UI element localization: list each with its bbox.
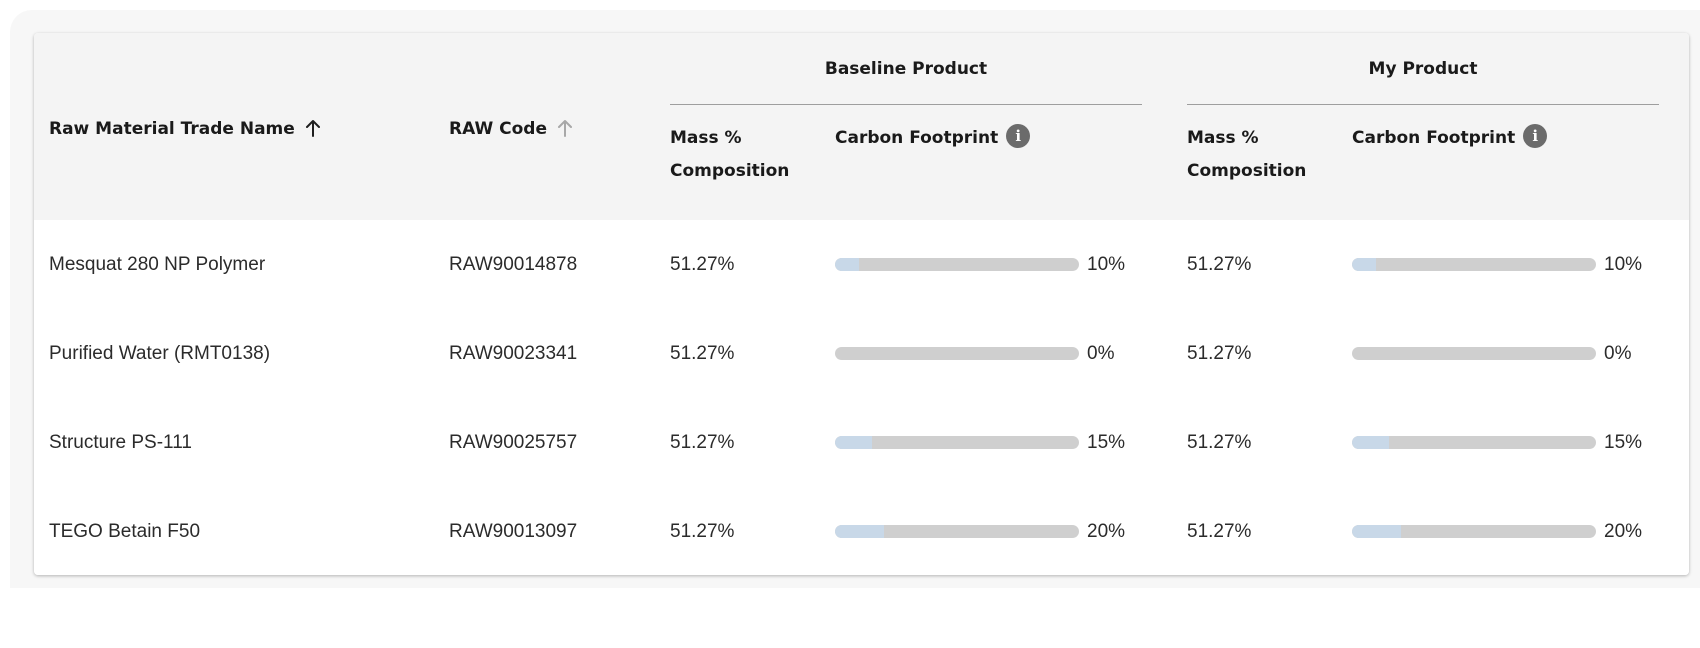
- cell-trade-name: TEGO Betain F50: [49, 521, 201, 542]
- cell-baseline-mass: 51.27%: [670, 432, 735, 453]
- column-header-trade-name-label: Raw Material Trade Name: [49, 119, 295, 139]
- table-row: TEGO Betain F50 RAW90013097 51.27% 20% 5…: [34, 487, 1689, 575]
- cell-baseline-carbon-pct: 10%: [1087, 254, 1126, 275]
- cell-my-mass: 51.27%: [1187, 521, 1252, 542]
- arrow-up-icon[interactable]: [303, 117, 323, 137]
- baseline-carbon-bar-fill: [835, 258, 860, 271]
- cell-trade-name: Purified Water (RMT0138): [49, 343, 271, 364]
- cell-my-carbon-pct: 15%: [1604, 432, 1643, 453]
- cell-my-carbon-pct: 10%: [1604, 254, 1643, 275]
- table-header: Raw Material Trade Name RAW Code Baselin…: [34, 33, 1689, 220]
- table-row: Purified Water (RMT0138) RAW90023341 51.…: [34, 309, 1689, 399]
- info-icon[interactable]: i: [1523, 124, 1548, 148]
- my-carbon-bar-fill: [1352, 436, 1389, 449]
- my-carbon-bar-fill: [1352, 525, 1401, 538]
- cell-baseline-carbon-pct: 20%: [1087, 521, 1126, 542]
- cell-my-mass: 51.27%: [1187, 343, 1252, 364]
- column-header-baseline-carbon-label: Carbon Footprint: [835, 128, 999, 148]
- cell-raw-code: RAW90014878: [449, 254, 578, 275]
- cell-raw-code: RAW90013097: [449, 521, 578, 542]
- baseline-carbon-bar-fill: [835, 525, 884, 538]
- group-divider-baseline: [670, 104, 1142, 105]
- baseline-carbon-bar: [835, 347, 1079, 360]
- cell-trade-name: Structure PS-111: [49, 432, 192, 453]
- table-row: Mesquat 280 NP Polymer RAW90014878 51.27…: [34, 220, 1689, 310]
- baseline-carbon-bar: [835, 525, 1079, 538]
- baseline-carbon-bar: [835, 436, 1079, 449]
- cell-baseline-mass: 51.27%: [670, 521, 735, 542]
- column-header-raw-code-label: RAW Code: [449, 119, 548, 139]
- column-header-baseline-carbon: Carbon Footprint i: [835, 122, 1031, 155]
- cell-raw-code: RAW90023341: [449, 343, 578, 364]
- column-header-my-mass: Mass % Composition: [1187, 128, 1307, 181]
- cell-baseline-mass: 51.27%: [670, 254, 735, 275]
- group-title-baseline: Baseline Product: [824, 59, 988, 79]
- column-header-baseline-mass: Mass % Composition: [670, 128, 790, 181]
- cell-my-carbon-pct: 0%: [1604, 343, 1632, 364]
- group-title-my-product: My Product: [1368, 59, 1478, 79]
- my-carbon-bar: [1352, 258, 1596, 271]
- column-header-trade-name[interactable]: Raw Material Trade Name: [49, 113, 323, 146]
- raw-materials-table: Raw Material Trade Name RAW Code Baselin…: [34, 33, 1689, 575]
- cell-baseline-carbon-pct: 0%: [1087, 343, 1115, 364]
- table-row: Structure PS-111 RAW90025757 51.27% 15% …: [34, 398, 1689, 488]
- my-carbon-bar: [1352, 347, 1596, 360]
- column-header-raw-code[interactable]: RAW Code: [449, 113, 575, 146]
- cell-trade-name: Mesquat 280 NP Polymer: [49, 254, 266, 275]
- my-carbon-bar-fill: [1352, 258, 1377, 271]
- cell-my-carbon-pct: 20%: [1604, 521, 1643, 542]
- my-carbon-bar: [1352, 525, 1596, 538]
- baseline-carbon-bar-fill: [835, 436, 872, 449]
- baseline-carbon-bar: [835, 258, 1079, 271]
- info-icon[interactable]: i: [1006, 124, 1031, 148]
- column-header-my-carbon: Carbon Footprint i: [1352, 122, 1548, 155]
- group-divider-my-product: [1187, 104, 1659, 105]
- cell-baseline-carbon-pct: 15%: [1087, 432, 1126, 453]
- cell-my-mass: 51.27%: [1187, 254, 1252, 275]
- my-carbon-bar: [1352, 436, 1596, 449]
- column-header-my-carbon-label: Carbon Footprint: [1352, 128, 1516, 148]
- cell-baseline-mass: 51.27%: [670, 343, 735, 364]
- cell-my-mass: 51.27%: [1187, 432, 1252, 453]
- cell-raw-code: RAW90025757: [449, 432, 578, 453]
- arrow-up-icon[interactable]: [555, 117, 575, 137]
